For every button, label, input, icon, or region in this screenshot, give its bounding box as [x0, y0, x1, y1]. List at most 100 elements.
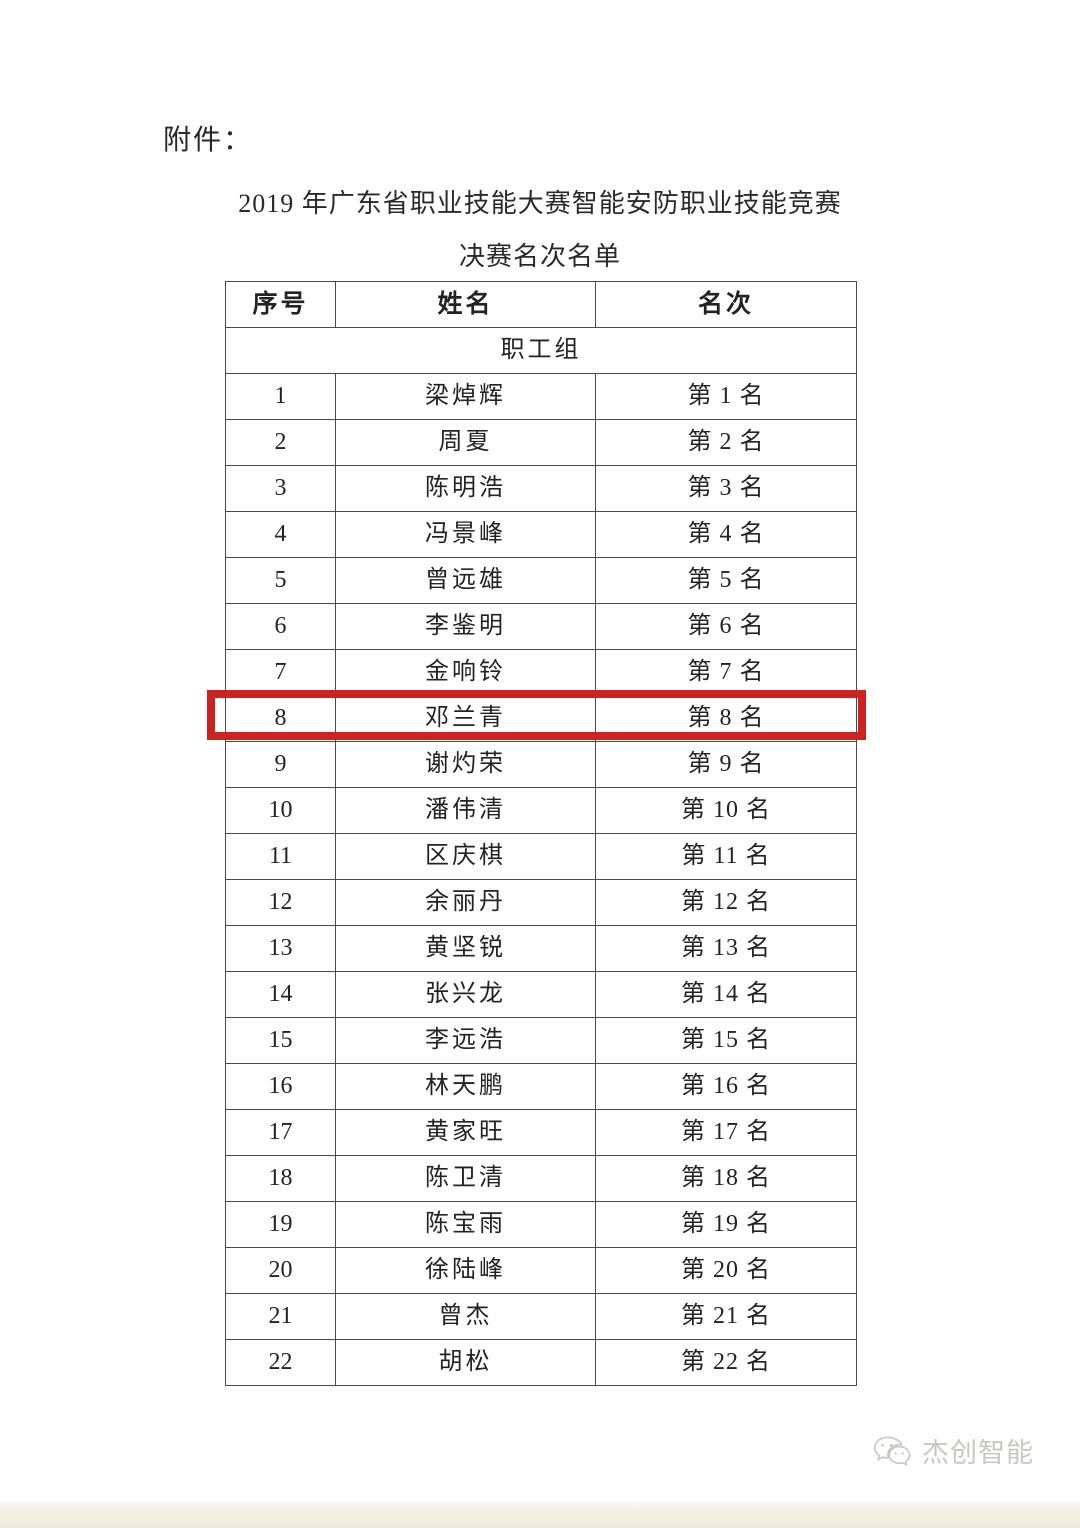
cell-no: 3	[225, 465, 336, 512]
table-row: 1 梁焯辉第 1 名	[225, 373, 857, 420]
table-row: 18 陈卫清第 18 名	[225, 1155, 857, 1202]
table-row: 9 谢灼荣第 9 名	[225, 741, 857, 788]
cell-name: 曾杰	[335, 1293, 596, 1340]
table-row: 3 陈明浩第 3 名	[225, 465, 857, 512]
table-row: 8 邓兰青第 8 名	[225, 695, 857, 742]
cell-rank: 第 16 名	[595, 1063, 857, 1110]
group-label: 职工组	[225, 327, 857, 374]
cell-name: 林天鹏	[335, 1063, 596, 1110]
cell-no: 22	[225, 1339, 336, 1386]
cell-name: 张兴龙	[335, 971, 596, 1018]
cell-name: 周夏	[335, 419, 596, 466]
cell-no: 16	[225, 1063, 336, 1110]
table-row: 10 潘伟清第 10 名	[225, 787, 857, 834]
cell-name: 李远浩	[335, 1017, 596, 1064]
table-row: 12 余丽丹第 12 名	[225, 879, 857, 926]
cell-name: 陈宝雨	[335, 1201, 596, 1248]
table-header: 序号 姓名 名次	[225, 281, 857, 328]
cell-rank: 第 8 名	[595, 695, 857, 742]
cell-no: 9	[225, 741, 336, 788]
cell-no: 6	[225, 603, 336, 650]
cell-no: 11	[225, 833, 336, 880]
table-row: 4 冯景峰第 4 名	[225, 511, 857, 558]
table-row: 21 曾杰第 21 名	[225, 1293, 857, 1340]
watermark: 杰创智能	[872, 1431, 1034, 1470]
cell-no: 1	[225, 373, 336, 420]
cell-no: 5	[225, 557, 336, 604]
table-row: 16 林天鹏第 16 名	[225, 1063, 857, 1110]
cell-no: 10	[225, 787, 336, 834]
cell-name: 梁焯辉	[335, 373, 596, 420]
cell-rank: 第 9 名	[595, 741, 857, 788]
cell-no: 20	[225, 1247, 336, 1294]
cell-name: 曾远雄	[335, 557, 596, 604]
cell-name: 陈明浩	[335, 465, 596, 512]
table-row: 2 周夏第 2 名	[225, 419, 857, 466]
column-header-name: 姓名	[335, 281, 596, 328]
cell-name: 李鉴明	[335, 603, 596, 650]
cell-rank: 第 14 名	[595, 971, 857, 1018]
cell-rank: 第 15 名	[595, 1017, 857, 1064]
cell-rank: 第 2 名	[595, 419, 857, 466]
cell-rank: 第 7 名	[595, 649, 857, 696]
cell-no: 12	[225, 879, 336, 926]
cell-name: 黄家旺	[335, 1109, 596, 1156]
cell-name: 谢灼荣	[335, 741, 596, 788]
cell-no: 8	[225, 695, 336, 742]
cell-rank: 第 10 名	[595, 787, 857, 834]
cell-rank: 第 21 名	[595, 1293, 857, 1340]
cell-no: 21	[225, 1293, 336, 1340]
cell-rank: 第 4 名	[595, 511, 857, 558]
cell-rank: 第 11 名	[595, 833, 857, 880]
cell-rank: 第 17 名	[595, 1109, 857, 1156]
cell-name: 潘伟清	[335, 787, 596, 834]
page-bottom-edge	[0, 1498, 1080, 1528]
table-row: 22 胡松第 22 名	[225, 1339, 857, 1386]
cell-name: 邓兰青	[335, 695, 596, 742]
table-row: 14 张兴龙第 14 名	[225, 971, 857, 1018]
cell-no: 14	[225, 971, 336, 1018]
cell-name: 区庆棋	[335, 833, 596, 880]
cell-rank: 第 12 名	[595, 879, 857, 926]
cell-rank: 第 6 名	[595, 603, 857, 650]
attachment-label: 附件：	[163, 125, 254, 156]
cell-no: 19	[225, 1201, 336, 1248]
cell-rank: 第 22 名	[595, 1339, 857, 1386]
cell-rank: 第 3 名	[595, 465, 857, 512]
cell-rank: 第 5 名	[595, 557, 857, 604]
table-row: 6 李鉴明第 6 名	[225, 603, 857, 650]
group-header-row: 职工组	[225, 327, 857, 374]
cell-name: 徐陆峰	[335, 1247, 596, 1294]
table-row: 7 金响铃第 7 名	[225, 649, 857, 696]
document-title-line-1: 2019 年广东省职业技能大赛智能安防职业技能竞赛	[238, 189, 842, 218]
cell-no: 18	[225, 1155, 336, 1202]
wechat-icon	[872, 1435, 912, 1467]
column-header-rank: 名次	[595, 281, 857, 328]
cell-rank: 第 1 名	[595, 373, 857, 420]
table-row: 20 徐陆峰第 20 名	[225, 1247, 857, 1294]
cell-no: 13	[225, 925, 336, 972]
document-title-line-2: 决赛名次名单	[458, 242, 621, 271]
cell-rank: 第 18 名	[595, 1155, 857, 1202]
cell-no: 15	[225, 1017, 336, 1064]
cell-name: 黄坚锐	[335, 925, 596, 972]
table-header-row: 序号 姓名 名次	[225, 281, 857, 328]
cell-no: 4	[225, 511, 336, 558]
cell-rank: 第 19 名	[595, 1201, 857, 1248]
table-row: 13 黄坚锐第 13 名	[225, 925, 857, 972]
cell-rank: 第 13 名	[595, 925, 857, 972]
cell-rank: 第 20 名	[595, 1247, 857, 1294]
table-row: 11 区庆棋第 11 名	[225, 833, 857, 880]
watermark-text: 杰创智能	[922, 1438, 1034, 1468]
cell-name: 冯景峰	[335, 511, 596, 558]
cell-name: 余丽丹	[335, 879, 596, 926]
table-row: 19 陈宝雨第 19 名	[225, 1201, 857, 1248]
table-row: 17 黄家旺第 17 名	[225, 1109, 857, 1156]
column-header-no: 序号	[225, 281, 336, 328]
cell-name: 胡松	[335, 1339, 596, 1386]
cell-no: 2	[225, 419, 336, 466]
